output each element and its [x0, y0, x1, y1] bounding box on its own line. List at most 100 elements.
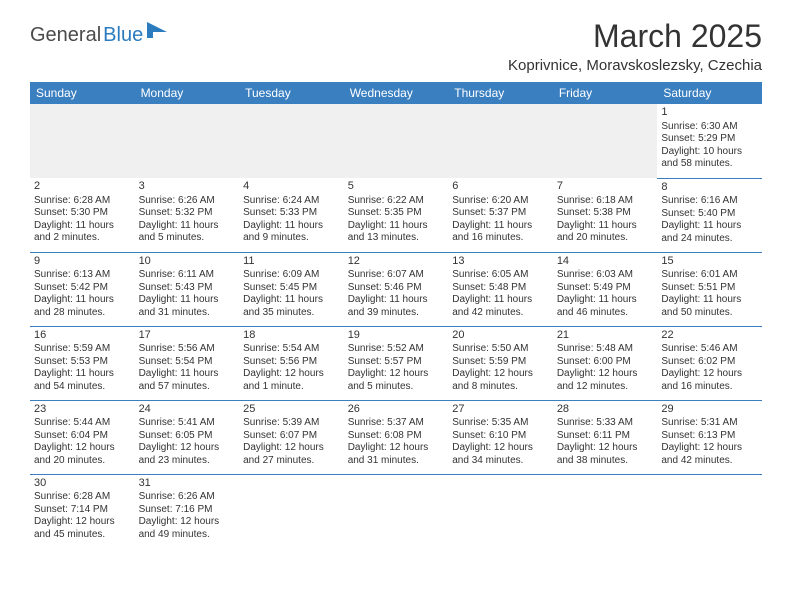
daylight-text: Daylight: 12 hours and 5 minutes. [348, 368, 445, 393]
sunrise-text: Sunrise: 5:37 AM [348, 417, 445, 430]
sunset-text: Sunset: 5:37 PM [452, 207, 549, 220]
day-number: 4 [243, 180, 340, 194]
daylight-text: Daylight: 11 hours and 5 minutes. [139, 220, 236, 245]
sunrise-text: Sunrise: 6:24 AM [243, 195, 340, 208]
day-cell: 25Sunrise: 5:39 AMSunset: 6:07 PMDayligh… [239, 400, 344, 474]
week-row: 1Sunrise: 6:30 AMSunset: 5:29 PMDaylight… [30, 104, 762, 178]
sunset-text: Sunset: 5:51 PM [661, 282, 758, 295]
sunset-text: Sunset: 5:45 PM [243, 282, 340, 295]
sunrise-text: Sunrise: 5:39 AM [243, 417, 340, 430]
title-block: March 2025 Koprivnice, Moravskoslezsky, … [508, 18, 762, 74]
day-cell: 23Sunrise: 5:44 AMSunset: 6:04 PMDayligh… [30, 400, 135, 474]
day-number: 12 [348, 255, 445, 269]
sunset-text: Sunset: 5:38 PM [557, 207, 654, 220]
daylight-text: Daylight: 11 hours and 46 minutes. [557, 294, 654, 319]
sunrise-text: Sunrise: 5:59 AM [34, 343, 131, 356]
sunrise-text: Sunrise: 5:31 AM [661, 417, 758, 430]
sunrise-text: Sunrise: 6:26 AM [139, 491, 236, 504]
day-number: 30 [34, 477, 131, 491]
day-cell: 15Sunrise: 6:01 AMSunset: 5:51 PMDayligh… [657, 252, 762, 326]
sunset-text: Sunset: 6:13 PM [661, 430, 758, 443]
sunrise-text: Sunrise: 5:35 AM [452, 417, 549, 430]
day-cell: 12Sunrise: 6:07 AMSunset: 5:46 PMDayligh… [344, 252, 449, 326]
logo: General Blue [30, 24, 171, 47]
sunset-text: Sunset: 6:11 PM [557, 430, 654, 443]
day-cell: 26Sunrise: 5:37 AMSunset: 6:08 PMDayligh… [344, 400, 449, 474]
day-number: 8 [661, 181, 758, 195]
day-header-tuesday: Tuesday [239, 82, 344, 104]
daylight-text: Daylight: 12 hours and 23 minutes. [139, 442, 236, 467]
sunset-text: Sunset: 7:16 PM [139, 504, 236, 517]
daylight-text: Daylight: 10 hours and 58 minutes. [661, 146, 758, 171]
sunset-text: Sunset: 6:04 PM [34, 430, 131, 443]
sunrise-text: Sunrise: 5:56 AM [139, 343, 236, 356]
sunrise-text: Sunrise: 6:28 AM [34, 491, 131, 504]
day-cell: 11Sunrise: 6:09 AMSunset: 5:45 PMDayligh… [239, 252, 344, 326]
sunset-text: Sunset: 5:46 PM [348, 282, 445, 295]
day-header-wednesday: Wednesday [344, 82, 449, 104]
day-header-saturday: Saturday [657, 82, 762, 104]
week-row: 23Sunrise: 5:44 AMSunset: 6:04 PMDayligh… [30, 400, 762, 474]
sunset-text: Sunset: 5:53 PM [34, 356, 131, 369]
sunset-text: Sunset: 6:05 PM [139, 430, 236, 443]
day-cell: 19Sunrise: 5:52 AMSunset: 5:57 PMDayligh… [344, 326, 449, 400]
sunrise-text: Sunrise: 5:46 AM [661, 343, 758, 356]
daylight-text: Daylight: 12 hours and 20 minutes. [34, 442, 131, 467]
day-number: 26 [348, 403, 445, 417]
day-header-friday: Friday [553, 82, 658, 104]
empty-cell [344, 104, 449, 178]
day-number: 17 [139, 329, 236, 343]
empty-cell [239, 104, 344, 178]
day-number: 10 [139, 255, 236, 269]
day-number: 1 [661, 106, 758, 120]
day-number: 2 [34, 180, 131, 194]
day-number: 14 [557, 255, 654, 269]
sunset-text: Sunset: 5:32 PM [139, 207, 236, 220]
day-cell: 7Sunrise: 6:18 AMSunset: 5:38 PMDaylight… [553, 178, 658, 252]
day-number: 18 [243, 329, 340, 343]
day-number: 29 [661, 403, 758, 417]
day-cell: 27Sunrise: 5:35 AMSunset: 6:10 PMDayligh… [448, 400, 553, 474]
day-cell: 16Sunrise: 5:59 AMSunset: 5:53 PMDayligh… [30, 326, 135, 400]
week-row: 16Sunrise: 5:59 AMSunset: 5:53 PM Dayligh… [30, 326, 762, 400]
daylight-text: Daylight: 12 hours and 12 minutes. [557, 368, 654, 393]
day-number: 15 [661, 255, 758, 269]
day-number: 28 [557, 403, 654, 417]
sunrise-text: Sunrise: 6:30 AM [661, 121, 758, 134]
daylight-text: Daylight: 12 hours and 1 minute. [243, 368, 340, 393]
sunrise-text: Sunrise: 5:44 AM [34, 417, 131, 430]
location-text: Koprivnice, Moravskoslezsky, Czechia [508, 57, 762, 74]
daylight-text: Daylight: 11 hours and 28 minutes. [34, 294, 131, 319]
sunset-text: Sunset: 5:56 PM [243, 356, 340, 369]
sunrise-text: Sunrise: 6:05 AM [452, 269, 549, 282]
day-cell: 30Sunrise: 6:28 AMSunset: 7:14 PMDayligh… [30, 474, 135, 548]
day-number: 27 [452, 403, 549, 417]
empty-cell [344, 474, 449, 548]
sunrise-text: Sunrise: 6:09 AM [243, 269, 340, 282]
day-cell: 10Sunrise: 6:11 AMSunset: 5:43 PMDayligh… [135, 252, 240, 326]
week-row: 30Sunrise: 6:28 AMSunset: 7:14 PMDayligh… [30, 474, 762, 548]
daylight-text: Daylight: 12 hours and 45 minutes. [34, 516, 131, 541]
week-row: 9Sunrise: 6:13 AMSunset: 5:42 PMDaylight… [30, 252, 762, 326]
daylight-text: Daylight: 11 hours and 13 minutes. [348, 220, 445, 245]
daylight-text: Daylight: 12 hours and 42 minutes. [661, 442, 758, 467]
day-number: 16 [34, 329, 131, 343]
sunrise-text: Sunrise: 6:22 AM [348, 195, 445, 208]
day-number: 21 [557, 329, 654, 343]
day-cell: 20Sunrise: 5:50 AMSunset: 5:59 PMDayligh… [448, 326, 553, 400]
sunset-text: Sunset: 5:30 PM [34, 207, 131, 220]
day-cell: 28Sunrise: 5:33 AMSunset: 6:11 PMDayligh… [553, 400, 658, 474]
day-number: 20 [452, 329, 549, 343]
sunset-text: Sunset: 6:02 PM [661, 356, 758, 369]
day-number: 13 [452, 255, 549, 269]
daylight-text: Daylight: 12 hours and 34 minutes. [452, 442, 549, 467]
empty-cell [30, 104, 135, 178]
day-number: 3 [139, 180, 236, 194]
week-row: 2Sunrise: 6:28 AMSunset: 5:30 PMDaylight… [30, 178, 762, 252]
day-cell: 14Sunrise: 6:03 AMSunset: 5:49 PMDayligh… [553, 252, 658, 326]
sunset-text: Sunset: 5:40 PM [661, 208, 758, 221]
daylight-text: Daylight: 11 hours and 57 minutes. [139, 368, 236, 393]
sunrise-text: Sunrise: 6:03 AM [557, 269, 654, 282]
sunset-text: Sunset: 5:57 PM [348, 356, 445, 369]
day-number: 22 [661, 329, 758, 343]
